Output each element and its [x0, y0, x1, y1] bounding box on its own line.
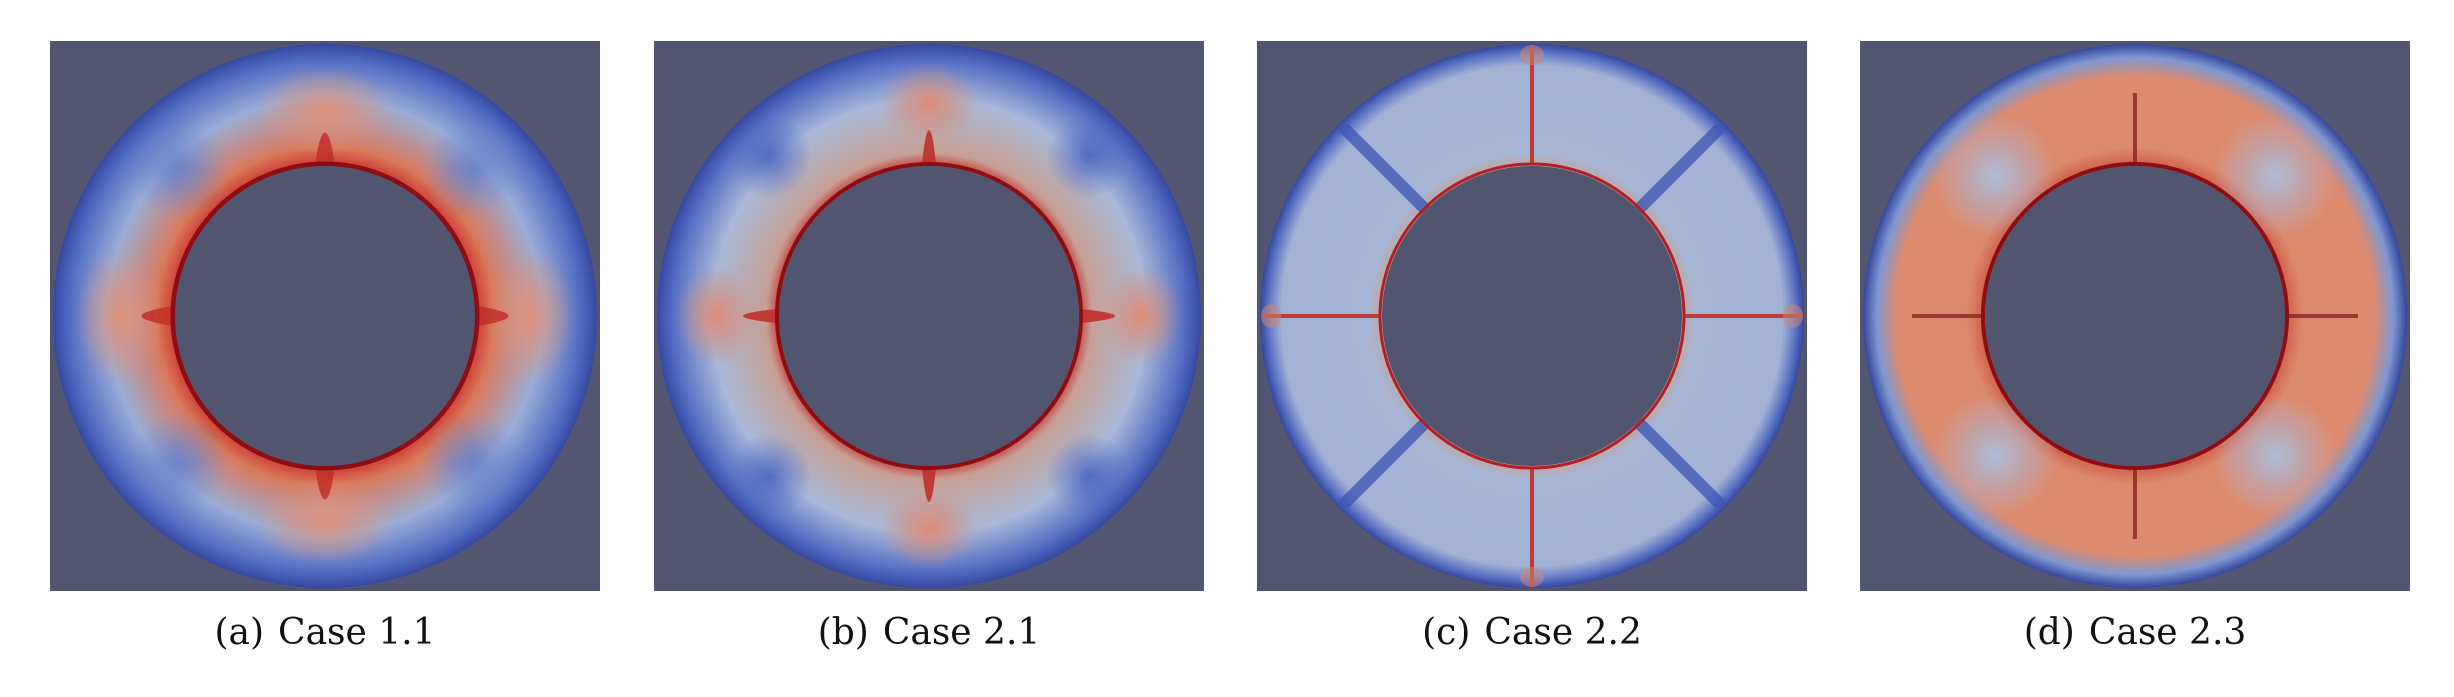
panel-d-image: [1860, 41, 2410, 591]
annulus-field-plot-b: [657, 44, 1201, 588]
caption-c-text: Case 2.2: [1484, 612, 1642, 653]
annulus-field-plot-d: [1863, 44, 2407, 588]
caption-b-text: Case 2.1: [882, 612, 1041, 653]
panel-c-image: [1257, 41, 1807, 591]
caption-c-label: (c): [1422, 612, 1471, 653]
caption-a: (a) Case 1.1: [50, 612, 600, 653]
caption-b: (b) Case 2.1: [654, 612, 1204, 653]
caption-b-label: (b): [817, 612, 869, 653]
annulus-field-plot-c: [1260, 44, 1804, 588]
caption-d-label: (d): [2023, 612, 2075, 653]
annulus-field-plot-a: [53, 44, 597, 588]
caption-a-text: Case 1.1: [278, 612, 436, 653]
panel-b-image: [654, 41, 1204, 591]
caption-d: (d) Case 2.3: [1860, 612, 2410, 653]
caption-d-text: Case 2.3: [2088, 612, 2247, 653]
panel-a-image: [50, 41, 600, 591]
caption-c: (c) Case 2.2: [1257, 612, 1807, 653]
caption-a-label: (a): [214, 612, 265, 653]
